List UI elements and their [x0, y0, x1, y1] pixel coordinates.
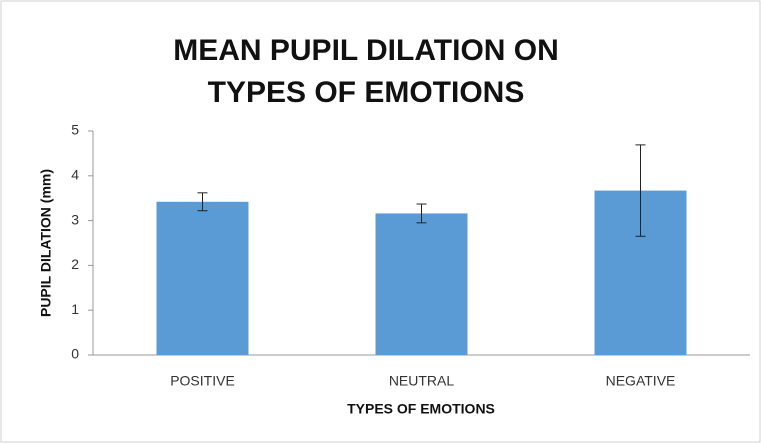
y-axis-title: PUPIL DILATION (mm) — [38, 169, 54, 317]
y-tick-label: 1 — [71, 301, 79, 317]
x-tick-label: NEGATIVE — [606, 373, 676, 389]
y-tick-label: 2 — [71, 256, 79, 272]
error-bar — [635, 144, 646, 237]
error-bar — [197, 192, 208, 212]
error-bar — [416, 203, 427, 224]
y-tick-label: 0 — [71, 346, 79, 362]
x-tick-label: NEUTRAL — [389, 373, 455, 389]
y-tick-label: 5 — [71, 122, 79, 138]
x-tick-label: POSITIVE — [170, 373, 235, 389]
y-tick-label: 3 — [71, 211, 79, 227]
y-tick-label: 4 — [71, 167, 79, 183]
chart-title: MEAN PUPIL DILATION ON TYPES OF EMOTIONS — [173, 34, 559, 109]
x-axis-title: TYPES OF EMOTIONS — [347, 401, 495, 417]
bar — [156, 201, 249, 355]
bar — [375, 213, 468, 355]
